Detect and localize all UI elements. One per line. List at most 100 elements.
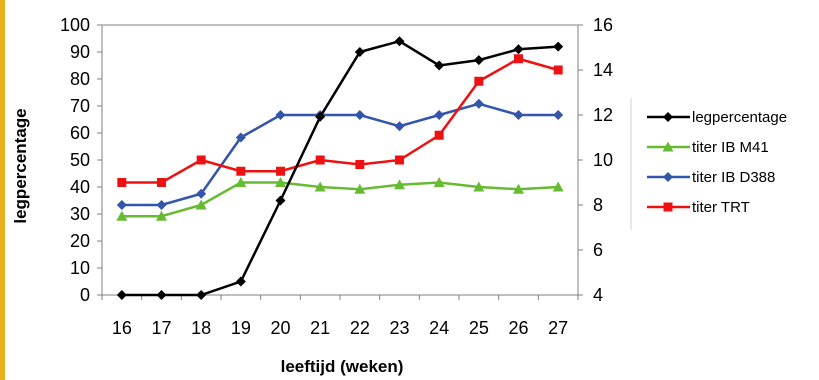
left-tick-label: 80: [70, 69, 90, 89]
data-point-titer-trt: [276, 166, 285, 176]
legend-label: titer TRT: [692, 199, 750, 216]
data-point-titer-trt: [434, 130, 444, 140]
legend-swatch-marker: [663, 112, 673, 122]
left-tick-label: 70: [70, 96, 90, 116]
data-point-titer-ib-d388: [156, 200, 167, 210]
series-line-titer-trt: [121, 57, 559, 184]
left-tick-label: 50: [70, 150, 90, 170]
series-line-titer-ib-d388: [121, 102, 559, 207]
data-point-titer-ib-m41: [473, 181, 485, 192]
series-titer-ib-d388: [116, 98, 564, 210]
x-tick-label: 21: [310, 318, 330, 338]
data-point-titer-ib-m41: [156, 210, 167, 221]
data-point-titer-ib-d388: [434, 110, 445, 120]
data-point-titer-ib-m41: [513, 183, 524, 194]
data-point-titer-ib-d388: [354, 110, 365, 120]
data-point-titer-trt: [474, 76, 484, 86]
data-point-legpercentage: [553, 41, 564, 52]
legend-item-legpercentage: legpercentage: [647, 109, 787, 126]
data-point-titer-ib-d388: [553, 110, 564, 120]
x-tick-label: 27: [548, 318, 568, 338]
x-tick-label: 25: [469, 318, 489, 338]
edge-accent-bar: [0, 0, 5, 380]
data-point-legpercentage: [156, 290, 167, 300]
data-point-titer-ib-d388: [473, 98, 484, 109]
x-axis-title: leeftijd (weken): [281, 357, 404, 376]
data-point-legpercentage: [235, 276, 246, 287]
right-tick-label: 14: [593, 60, 613, 80]
right-tick-label: 10: [593, 150, 613, 170]
data-point-legpercentage: [394, 36, 405, 47]
legend: legpercentage titer IB M41 titer IB D388 ti…: [630, 98, 787, 230]
x-tick-label: 26: [508, 318, 528, 338]
series-line-legpercentage: [121, 39, 559, 297]
data-point-titer-trt: [157, 178, 166, 187]
legend-label: legpercentage: [692, 109, 787, 126]
legend-swatch-marker: [663, 202, 673, 212]
legend-label: titer IB D388: [692, 169, 775, 186]
data-point-titer-ib-m41: [552, 181, 564, 192]
data-point-legpercentage: [196, 290, 207, 300]
right-tick-label: 6: [593, 240, 603, 260]
right-axis-ticks: 4 6 8 10 12 14 16: [578, 15, 613, 305]
left-tick-label: 40: [70, 177, 90, 197]
left-tick-label: 100: [60, 15, 90, 35]
left-tick-label: 10: [70, 258, 90, 278]
data-point-titer-ib-m41: [394, 179, 405, 190]
left-tick-label: 60: [70, 123, 90, 143]
data-point-titer-ib-d388: [196, 188, 207, 199]
x-tick-label: 17: [151, 318, 171, 338]
x-tick-label: 19: [231, 318, 251, 338]
data-point-titer-ib-d388: [116, 200, 127, 210]
x-axis-ticks: 16 17 18 19 20 21 22 23 24 25 26 27: [101, 295, 579, 338]
data-point-titer-trt: [514, 54, 523, 64]
legend-swatch-marker: [663, 172, 673, 182]
x-tick-label: 22: [350, 318, 370, 338]
data-point-legpercentage: [275, 195, 286, 206]
left-axis-ticks: 0 10 20 30 40 50 60 70 80 90 100: [60, 15, 102, 305]
data-point-titer-trt: [196, 155, 206, 165]
data-point-legpercentage: [473, 55, 484, 66]
x-tick-label: 16: [112, 318, 132, 338]
data-point-titer-ib-m41: [235, 177, 247, 187]
data-point-legpercentage: [116, 290, 127, 300]
data-point-titer-ib-m41: [275, 177, 286, 187]
data-point-titer-trt: [553, 65, 563, 75]
data-point-titer-trt: [315, 155, 325, 165]
legend-item-titer-ib-m41: titer IB M41: [647, 139, 769, 156]
legend-label: titer IB M41: [692, 139, 769, 156]
series-layer: [116, 36, 564, 300]
left-tick-label: 30: [70, 204, 90, 224]
y-axis-title: legpercentage: [11, 108, 30, 223]
data-point-titer-trt: [117, 178, 127, 187]
series-legpercentage: [116, 36, 564, 300]
data-point-titer-ib-m41: [116, 210, 128, 221]
right-tick-label: 8: [593, 195, 603, 215]
series-titer-trt: [117, 54, 563, 187]
data-point-titer-ib-m41: [354, 183, 366, 194]
right-tick-label: 12: [593, 105, 613, 125]
x-tick-label: 24: [429, 318, 449, 338]
data-point-legpercentage: [315, 111, 326, 122]
left-tick-label: 20: [70, 231, 90, 251]
left-tick-label: 0: [80, 285, 90, 305]
data-point-titer-ib-m41: [314, 181, 326, 192]
data-point-titer-ib-d388: [235, 132, 246, 143]
data-point-titer-trt: [395, 155, 404, 165]
x-tick-label: 18: [191, 318, 211, 338]
left-tick-label: 90: [70, 42, 90, 62]
right-tick-label: 16: [593, 15, 613, 35]
data-point-titer-ib-m41: [195, 199, 207, 210]
legend-swatch-marker: [662, 141, 674, 152]
series-line-titer-ib-m41: [121, 181, 559, 218]
legend-item-titer-ib-d388: titer IB D388: [647, 169, 775, 186]
x-tick-label: 23: [389, 318, 409, 338]
series-titer-ib-m41: [116, 177, 564, 221]
data-point-titer-trt: [355, 160, 365, 169]
legend-item-titer-trt: titer TRT: [647, 199, 750, 216]
right-tick-label: 4: [593, 285, 603, 305]
data-point-legpercentage: [513, 44, 524, 55]
data-point-titer-ib-d388: [275, 110, 286, 120]
